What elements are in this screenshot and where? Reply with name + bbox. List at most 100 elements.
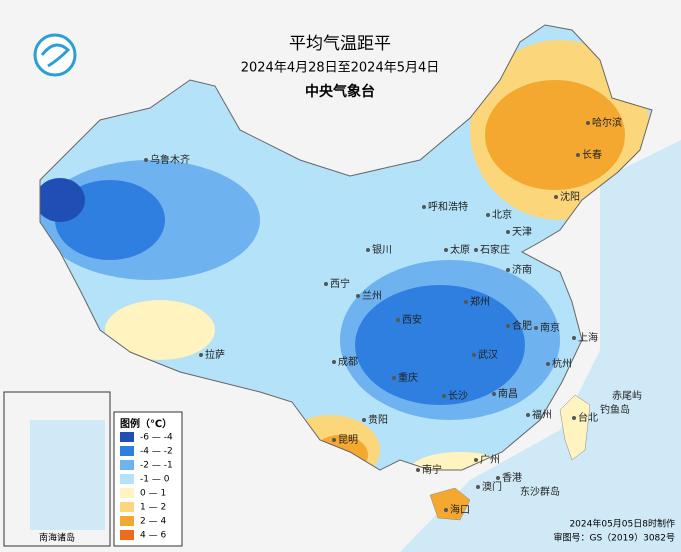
city-label: 贵阳	[368, 413, 388, 426]
city-label: 南京	[540, 321, 560, 334]
city-dot	[332, 360, 336, 364]
legend-label: -1 — 0	[140, 475, 170, 485]
agency: 中央气象台	[305, 83, 375, 100]
city-label: 拉萨	[205, 348, 225, 361]
inset-label: 南海诸岛	[39, 532, 75, 544]
city-dot	[416, 468, 420, 472]
sea	[400, 140, 681, 552]
city-dot	[576, 153, 580, 157]
city-dot	[362, 418, 366, 422]
city-label: 杭州	[552, 357, 572, 370]
city-dot	[492, 392, 496, 396]
city-dot	[332, 438, 336, 442]
city-label: 沈阳	[560, 190, 580, 203]
city-dot	[366, 248, 370, 252]
hainan	[429, 487, 471, 521]
city-dot	[486, 213, 490, 217]
city-label: 南宁	[422, 463, 442, 476]
city-label: 长沙	[448, 390, 468, 402]
city-label: 台北	[578, 411, 598, 424]
region	[40, 178, 85, 222]
city-dot	[506, 268, 510, 272]
city-label: 重庆	[398, 371, 418, 384]
city-dot	[506, 230, 510, 234]
legend-swatch	[120, 460, 134, 470]
city-dot	[396, 318, 400, 322]
city-label: 香港	[502, 472, 522, 484]
city-label: 成都	[338, 356, 358, 368]
city-dot	[199, 353, 203, 357]
logo-mark	[40, 43, 71, 68]
legend-label: 4 — 6	[140, 531, 166, 541]
city-label: 呼和浩特	[428, 201, 468, 213]
city-label: 郑州	[470, 295, 490, 308]
city-label: 上海	[578, 331, 598, 344]
city-dot	[526, 413, 530, 417]
footer-made: 2024年05月05日8时制作	[569, 518, 675, 530]
city-label: 澳门	[482, 480, 502, 493]
region	[485, 80, 625, 190]
city-dot	[444, 248, 448, 252]
city-label: 西安	[402, 313, 422, 326]
inset-sea	[30, 420, 105, 530]
city-label: 石家庄	[480, 243, 510, 256]
city-dot	[474, 458, 478, 462]
legend-label: -2 — -1	[140, 461, 173, 471]
city-dot	[572, 336, 576, 340]
legend-label: -6 — -4	[140, 433, 173, 443]
date-range: 2024年4月28日至2024年5月4日	[241, 61, 440, 76]
region	[355, 285, 525, 405]
footer-approval: 审图号：GS（2019）3082号	[554, 532, 676, 544]
city-label: 哈尔滨	[592, 116, 622, 129]
city-label: 海口	[450, 503, 470, 516]
border	[39, 24, 653, 471]
city-dot	[474, 248, 478, 252]
city-label: 太原	[450, 243, 470, 256]
taiwan	[559, 394, 591, 461]
city-dot	[546, 362, 550, 366]
legend-swatch	[120, 502, 134, 512]
region	[105, 300, 215, 360]
city-label: 乌鲁木齐	[150, 153, 190, 166]
legend-label: 1 — 2	[140, 503, 166, 513]
city-label: 西宁	[330, 277, 350, 290]
city-dot	[464, 300, 468, 304]
legend-swatch	[120, 474, 134, 484]
city-dot	[496, 476, 500, 480]
island-label: 赤尾屿	[612, 390, 642, 402]
city-label: 昆明	[338, 434, 358, 446]
legend-label: 0 — 1	[140, 489, 166, 499]
city-label: 银川	[372, 243, 392, 256]
city-label: 兰州	[362, 289, 382, 302]
legend-label: 2 — 4	[140, 517, 166, 527]
city-label: 广州	[480, 454, 500, 466]
legend-swatch	[120, 530, 134, 540]
city-label: 北京	[492, 208, 512, 221]
city-dot	[422, 205, 426, 209]
city-dot	[324, 282, 328, 286]
legend-label: -4 — -2	[140, 447, 173, 457]
city-dot	[472, 353, 476, 357]
city-label: 福州	[532, 408, 552, 421]
city-dot	[392, 376, 396, 380]
city-dot	[442, 394, 446, 398]
city-label: 济南	[512, 263, 532, 276]
city-label: 南昌	[498, 387, 518, 400]
city-dot	[444, 508, 448, 512]
city-dot	[476, 485, 480, 489]
city-dot	[572, 416, 576, 420]
legend-title: 图例（℃）	[120, 417, 172, 430]
city-label: 武汉	[478, 348, 498, 361]
island-label: 东沙群岛	[520, 485, 560, 498]
legend-swatch	[120, 432, 134, 442]
city-dot	[356, 294, 360, 298]
city-dot	[586, 121, 590, 125]
city-dot	[506, 324, 510, 328]
legend-swatch	[120, 488, 134, 498]
city-label: 合肥	[512, 319, 532, 332]
city-label: 天津	[512, 226, 532, 238]
title: 平均气温距平	[289, 34, 391, 54]
city-dot	[534, 326, 538, 330]
logo	[33, 33, 77, 77]
